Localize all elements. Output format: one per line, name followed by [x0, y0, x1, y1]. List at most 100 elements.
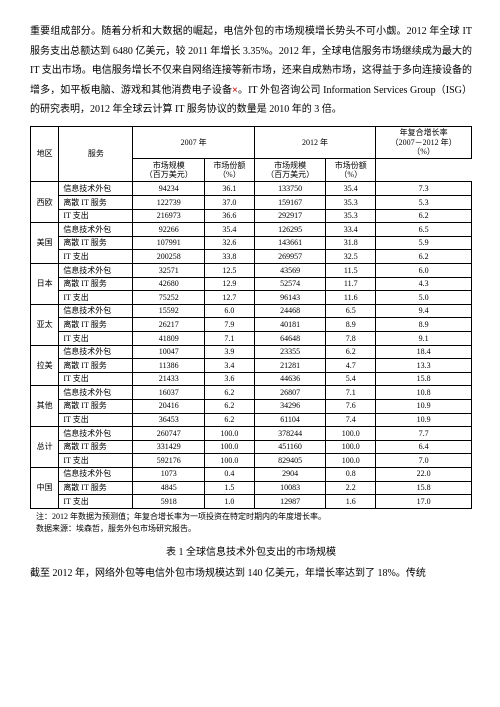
- share07-cell: 6.0: [204, 304, 254, 318]
- size12-cell: 52574: [254, 277, 325, 291]
- share12-cell: 100.0: [326, 454, 376, 468]
- service-cell: 信息技术外包: [59, 182, 133, 196]
- share12-cell: 32.5: [326, 250, 376, 264]
- share07-cell: 12.5: [204, 264, 254, 278]
- size07-cell: 26217: [133, 318, 204, 332]
- size07-cell: 42680: [133, 277, 204, 291]
- size12-cell: 12987: [254, 495, 325, 509]
- size12-cell: 133750: [254, 182, 325, 196]
- cagr-cell: 8.9: [376, 318, 472, 332]
- note-line-2: 数据来源：埃森哲，服务外包市场研究报告。: [36, 523, 472, 535]
- cagr-cell: 7.0: [376, 454, 472, 468]
- share07-cell: 1.0: [204, 495, 254, 509]
- cagr-cell: 4.3: [376, 277, 472, 291]
- cagr-cell: 22.0: [376, 467, 472, 481]
- share07-cell: 7.1: [204, 332, 254, 346]
- size12-cell: 23355: [254, 345, 325, 359]
- share12-cell: 6.5: [326, 304, 376, 318]
- col-region: 地区: [31, 126, 59, 182]
- size12-cell: 44636: [254, 372, 325, 386]
- cagr-cell: 13.3: [376, 359, 472, 373]
- share07-cell: 1.5: [204, 481, 254, 495]
- size07-cell: 10047: [133, 345, 204, 359]
- cagr-cell: 10.9: [376, 413, 472, 427]
- service-cell: 信息技术外包: [59, 345, 133, 359]
- cagr-cell: 15.8: [376, 372, 472, 386]
- cagr-cell: 10.8: [376, 386, 472, 400]
- share07-cell: 3.4: [204, 359, 254, 373]
- size07-cell: 1073: [133, 467, 204, 481]
- share07-cell: 100.0: [204, 454, 254, 468]
- share07-cell: 12.7: [204, 291, 254, 305]
- size12-cell: 269957: [254, 250, 325, 264]
- share07-cell: 36.1: [204, 182, 254, 196]
- cagr-cell: 5.0: [376, 291, 472, 305]
- size07-cell: 20416: [133, 399, 204, 413]
- share12-cell: 7.6: [326, 399, 376, 413]
- share12-cell: 4.7: [326, 359, 376, 373]
- col-size-12: 市场规模（百万美元）: [254, 159, 325, 182]
- service-cell: 信息技术外包: [59, 264, 133, 278]
- size12-cell: 64648: [254, 332, 325, 346]
- share07-cell: 6.2: [204, 386, 254, 400]
- col-2012: 2012 年: [254, 126, 375, 159]
- market-table: 地区 服务 2007 年 2012 年 年复合增长率（2007－2012 年）（…: [30, 126, 472, 509]
- size07-cell: 122739: [133, 196, 204, 210]
- service-cell: IT 支出: [59, 209, 133, 223]
- service-cell: IT 支出: [59, 291, 133, 305]
- col-2007: 2007 年: [133, 126, 254, 159]
- share07-cell: 12.9: [204, 277, 254, 291]
- size12-cell: 378244: [254, 427, 325, 441]
- cagr-cell: 18.4: [376, 345, 472, 359]
- size12-cell: 96143: [254, 291, 325, 305]
- share12-cell: 11.7: [326, 277, 376, 291]
- service-cell: IT 支出: [59, 495, 133, 509]
- share12-cell: 1.6: [326, 495, 376, 509]
- size07-cell: 41809: [133, 332, 204, 346]
- cagr-cell: 6.0: [376, 264, 472, 278]
- service-cell: 信息技术外包: [59, 427, 133, 441]
- share12-cell: 2.2: [326, 481, 376, 495]
- share07-cell: 0.4: [204, 467, 254, 481]
- size07-cell: 36453: [133, 413, 204, 427]
- size12-cell: 21281: [254, 359, 325, 373]
- cagr-cell: 6.2: [376, 209, 472, 223]
- size07-cell: 592176: [133, 454, 204, 468]
- region-cell: 美国: [31, 223, 59, 264]
- cagr-cell: 6.5: [376, 223, 472, 237]
- share12-cell: 0.8: [326, 467, 376, 481]
- share07-cell: 32.6: [204, 236, 254, 250]
- cagr-cell: 7.7: [376, 427, 472, 441]
- size07-cell: 16037: [133, 386, 204, 400]
- region-cell: 中国: [31, 467, 59, 508]
- share12-cell: 11.5: [326, 264, 376, 278]
- share12-cell: 100.0: [326, 440, 376, 454]
- cagr-cell: 15.8: [376, 481, 472, 495]
- share12-cell: 7.8: [326, 332, 376, 346]
- size07-cell: 92266: [133, 223, 204, 237]
- cagr-cell: 5.9: [376, 236, 472, 250]
- share12-cell: 8.9: [326, 318, 376, 332]
- size07-cell: 4845: [133, 481, 204, 495]
- share12-cell: 7.1: [326, 386, 376, 400]
- share07-cell: 6.2: [204, 399, 254, 413]
- service-cell: 离散 IT 服务: [59, 318, 133, 332]
- cagr-cell: 6.4: [376, 440, 472, 454]
- service-cell: 离散 IT 服务: [59, 236, 133, 250]
- service-cell: IT 支出: [59, 250, 133, 264]
- share12-cell: 7.4: [326, 413, 376, 427]
- share07-cell: 3.6: [204, 372, 254, 386]
- share12-cell: 35.3: [326, 196, 376, 210]
- service-cell: 信息技术外包: [59, 386, 133, 400]
- size12-cell: 159167: [254, 196, 325, 210]
- size12-cell: 10083: [254, 481, 325, 495]
- share07-cell: 33.8: [204, 250, 254, 264]
- region-cell: 其他: [31, 386, 59, 427]
- share12-cell: 11.6: [326, 291, 376, 305]
- share07-cell: 100.0: [204, 427, 254, 441]
- col-size-07: 市场规模（百万美元）: [133, 159, 204, 182]
- size12-cell: 2904: [254, 467, 325, 481]
- service-cell: 信息技术外包: [59, 304, 133, 318]
- col-cagr: 年复合增长率（2007－2012 年）（%）: [376, 126, 472, 159]
- share07-cell: 36.6: [204, 209, 254, 223]
